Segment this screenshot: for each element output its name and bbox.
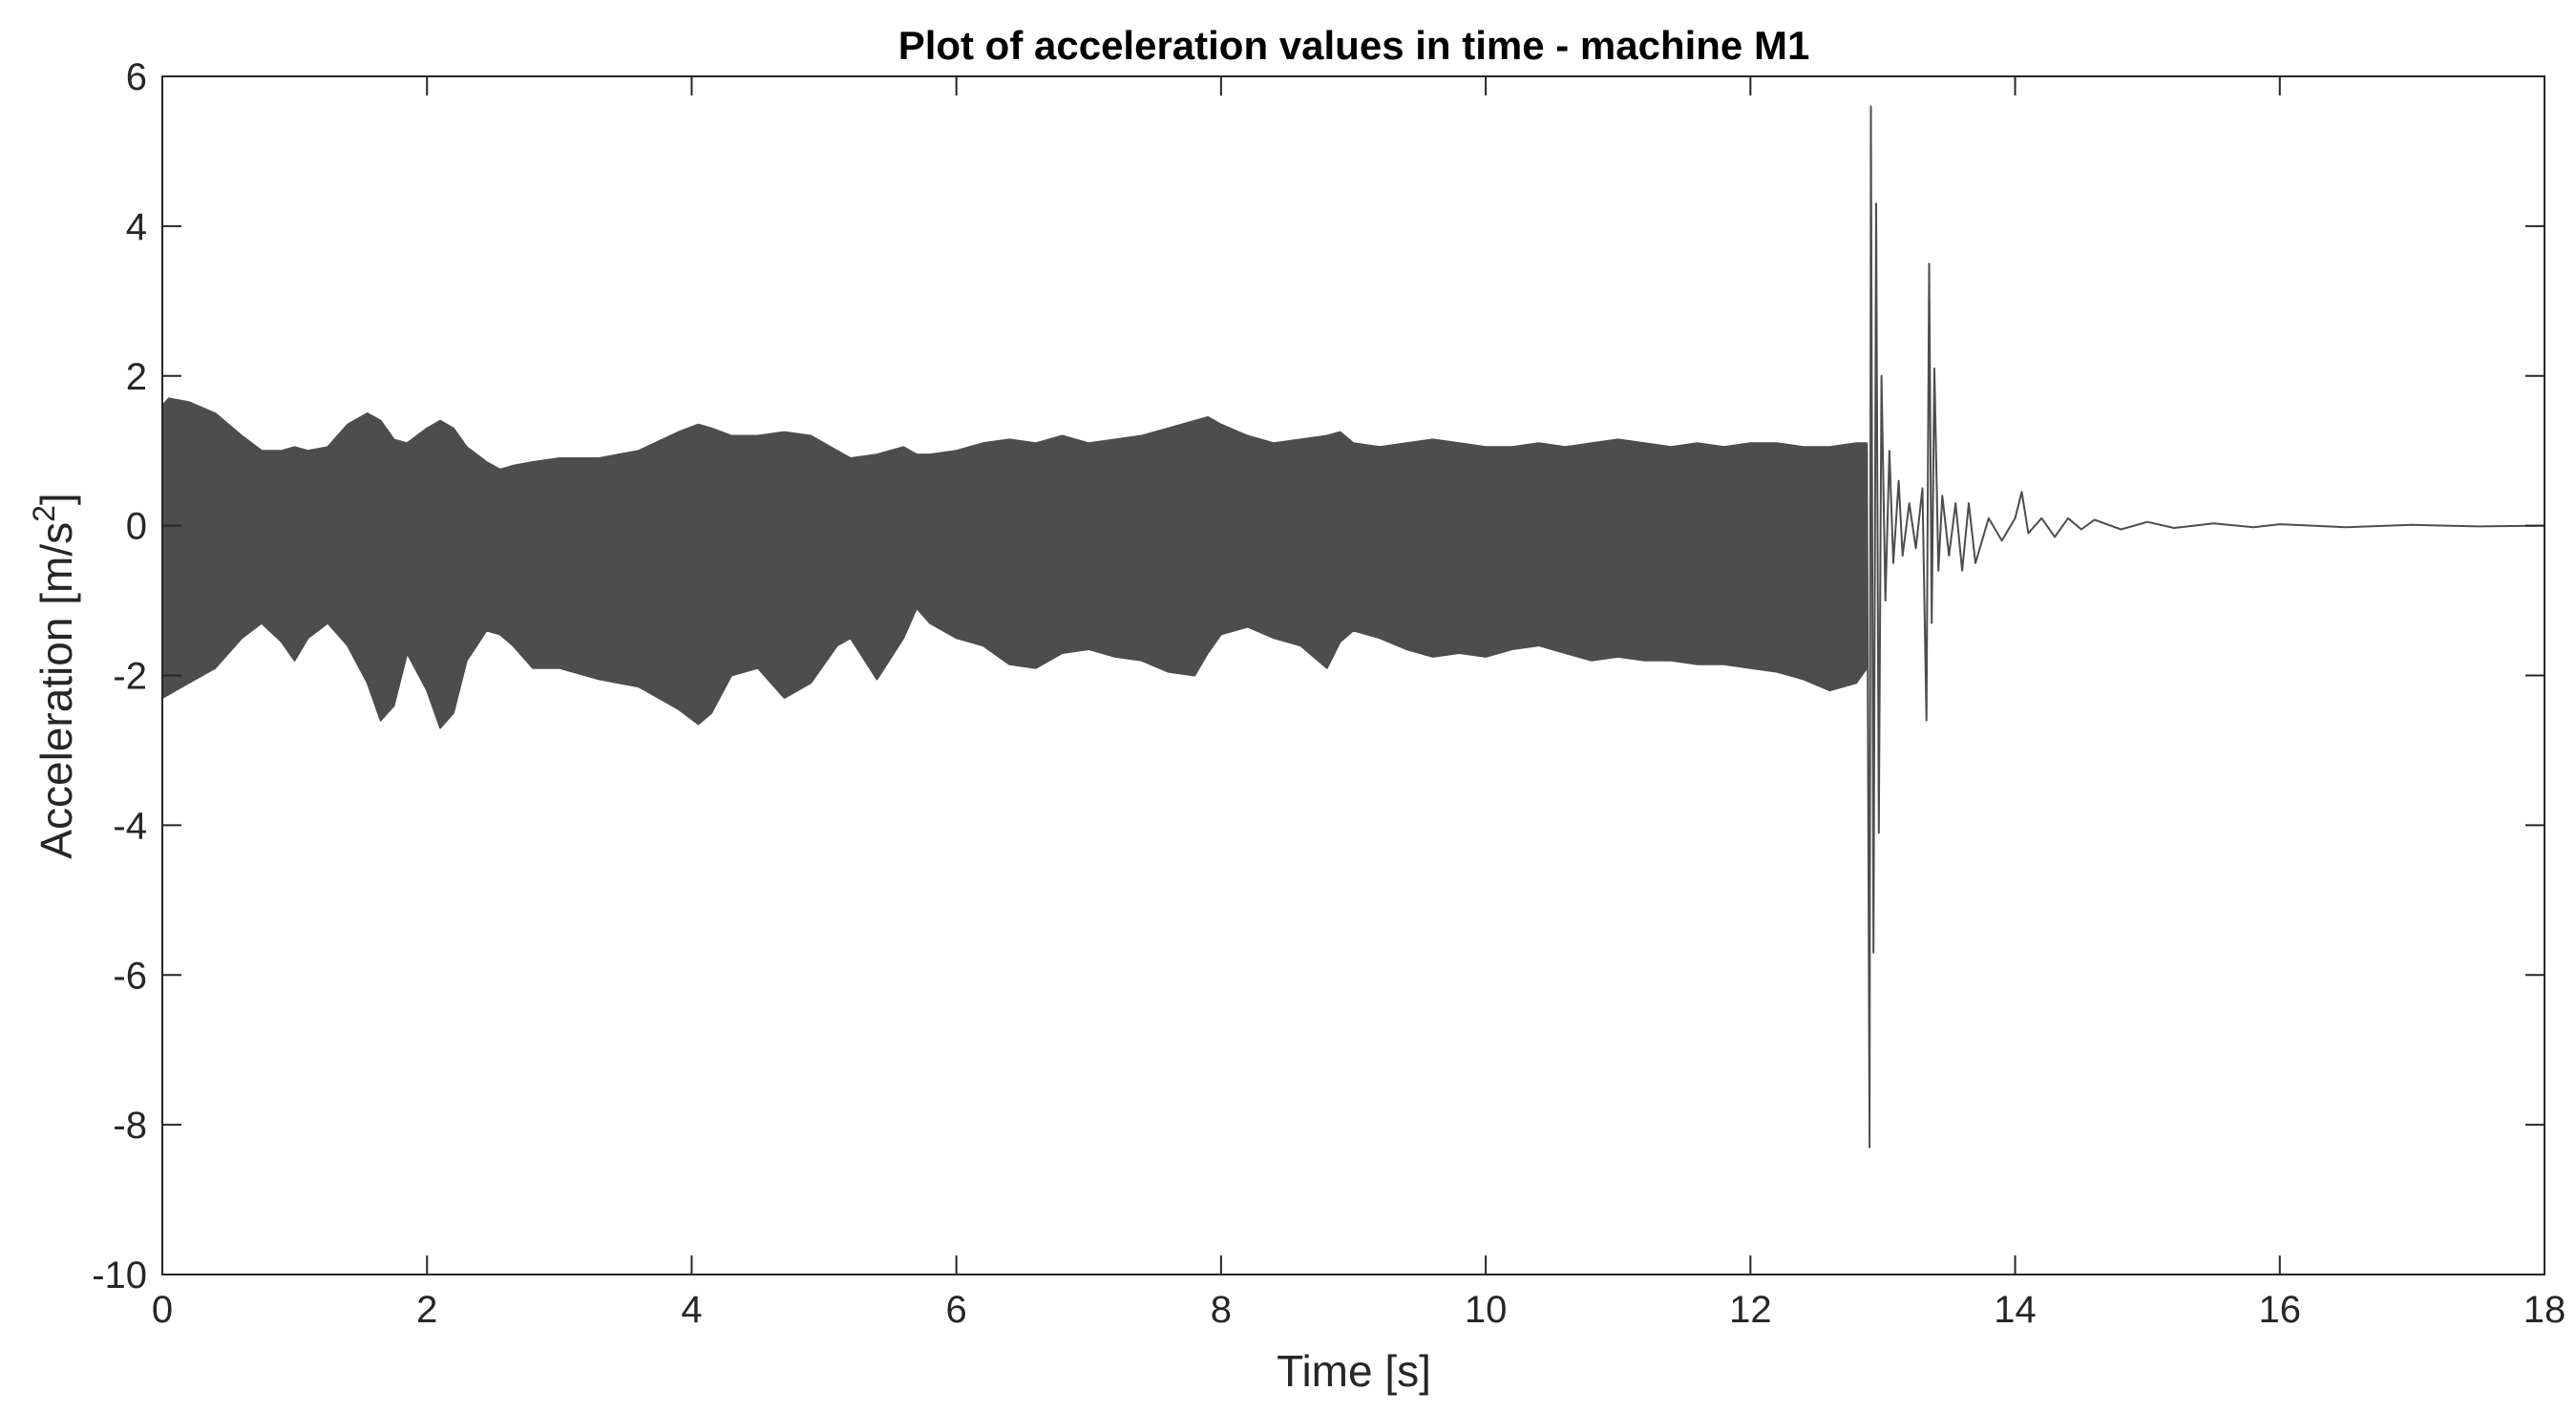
chart-title: Plot of acceleration values in time - ma… — [898, 23, 1810, 68]
y-axis-label-main: Acceleration [m/s — [32, 522, 81, 859]
y-axis-label-superscript: 2 — [27, 505, 61, 522]
y-tick-label: 2 — [126, 356, 147, 398]
x-axis-label: Time [s] — [1277, 1346, 1431, 1396]
axis-ticks: 0 2 4 6 8 10 12 14 16 18 -10 -8 -6 -4 -2 0 2 4 6 — [92, 56, 2565, 1331]
x-tick-label: 0 — [152, 1289, 173, 1331]
x-tick-label: 8 — [1211, 1289, 1232, 1331]
y-tick-label: -10 — [92, 1254, 147, 1296]
x-tick-label: 6 — [946, 1289, 967, 1331]
x-tick-label: 4 — [681, 1289, 702, 1331]
y-tick-label: 0 — [126, 506, 147, 548]
y-tick-label: -6 — [113, 955, 147, 997]
y-tick-label: -4 — [113, 805, 147, 847]
x-tick-label: 12 — [1729, 1289, 1772, 1331]
y-axis-label-end: ] — [32, 493, 81, 505]
x-tick-label: 2 — [416, 1289, 437, 1331]
y-tick-label: -8 — [113, 1105, 147, 1147]
x-tick-label: 10 — [1465, 1289, 1508, 1331]
y-axis-label: Acceleration [m/s2] — [27, 493, 81, 858]
x-tick-label: 18 — [2523, 1289, 2566, 1331]
y-tick-label: -2 — [113, 656, 147, 698]
x-tick-label: 14 — [1994, 1289, 2037, 1331]
x-tick-label: 16 — [2259, 1289, 2302, 1331]
signal-transient-line — [1866, 105, 2545, 1149]
plot-area-background — [162, 76, 2544, 1275]
y-tick-label: 6 — [126, 56, 147, 98]
signal-trace — [161, 105, 2545, 1149]
y-tick-label: 4 — [126, 206, 147, 248]
